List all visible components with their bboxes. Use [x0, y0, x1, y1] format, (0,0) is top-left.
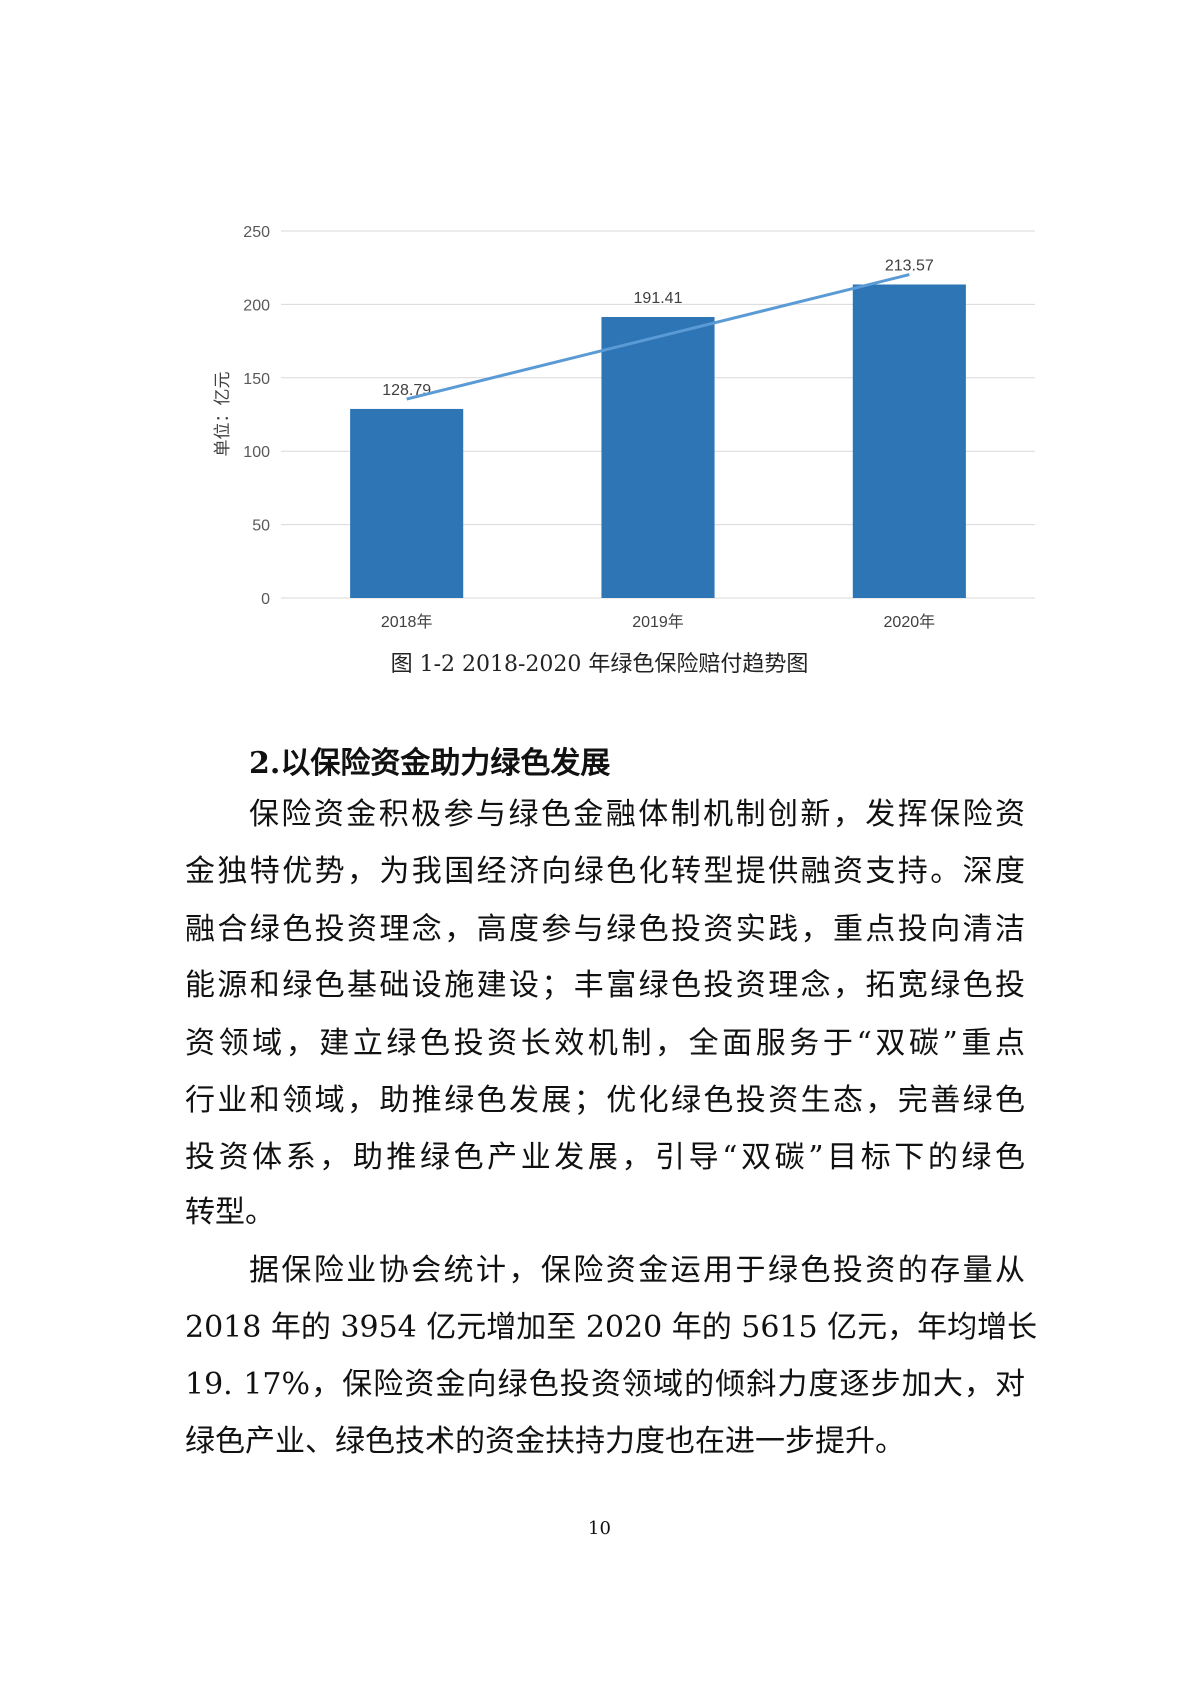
text-line: 资领域，建立绿色投资长效机制，全面服务于“双碳”重点: [185, 1026, 1025, 1061]
y-tick-label: 200: [243, 297, 270, 314]
text-line: 19. 17%，保险资金向绿色投资领域的倾斜力度逐步加大，对: [185, 1367, 1025, 1402]
bar: [852, 284, 966, 598]
y-tick-label: 50: [252, 518, 270, 535]
text-line: 融合绿色投资理念，高度参与绿色投资实践，重点投向清洁: [185, 912, 1025, 947]
text-line: 能源和绿色基础设施建设；丰富绿色投资理念，拓宽绿色投: [185, 968, 1025, 1003]
figure-caption: 图 1-2 2018-2020 年绿色保险赔付趋势图: [390, 652, 809, 677]
text-line: 投资体系，助推绿色产业发展，引导“双碳”目标下的绿色: [185, 1140, 1025, 1175]
section-heading: 2.以保险资金助力绿色发展: [249, 746, 611, 781]
y-tick-label: 0: [261, 591, 270, 608]
bar-chart: 0 50 100 150 200 250 128.79 2018年 191.41 2019年 213…: [213, 224, 1035, 631]
text-line: 2018 年的 3954 亿元增加至 2020 年的 5615 亿元，年均增长: [185, 1310, 1038, 1345]
text-line: 行业和领域，助推绿色发展；优化绿色投资生态，完善绿色: [185, 1083, 1025, 1118]
text-line: 金独特优势，为我国经济向绿色化转型提供融资支持。深度: [185, 854, 1025, 889]
x-tick-label: 2020年: [884, 613, 936, 631]
data-label: 191.41: [634, 290, 683, 307]
page-number: 10: [588, 1518, 611, 1539]
bar: [350, 408, 464, 598]
text-line: 据保险业协会统计，保险资金运用于绿色投资的存量从: [249, 1253, 1025, 1288]
text-line: 绿色产业、绿色技术的资金扶持力度也在进一步提升。: [185, 1424, 905, 1459]
bar: [601, 317, 715, 598]
x-tick-label: 2018年: [381, 613, 433, 631]
trendline: [406, 273, 910, 401]
data-label: 213.57: [885, 257, 934, 274]
y-tick-label: 150: [243, 371, 270, 388]
x-tick-label: 2019年: [632, 613, 684, 631]
data-label: 128.79: [382, 382, 431, 399]
y-tick-label: 100: [243, 444, 270, 461]
y-axis-label: 单位：亿元: [213, 372, 232, 457]
text-line: 转型。: [185, 1195, 275, 1230]
text-line: 保险资金积极参与绿色金融体制机制创新，发挥保险资: [249, 797, 1025, 832]
y-tick-label: 250: [243, 224, 270, 241]
